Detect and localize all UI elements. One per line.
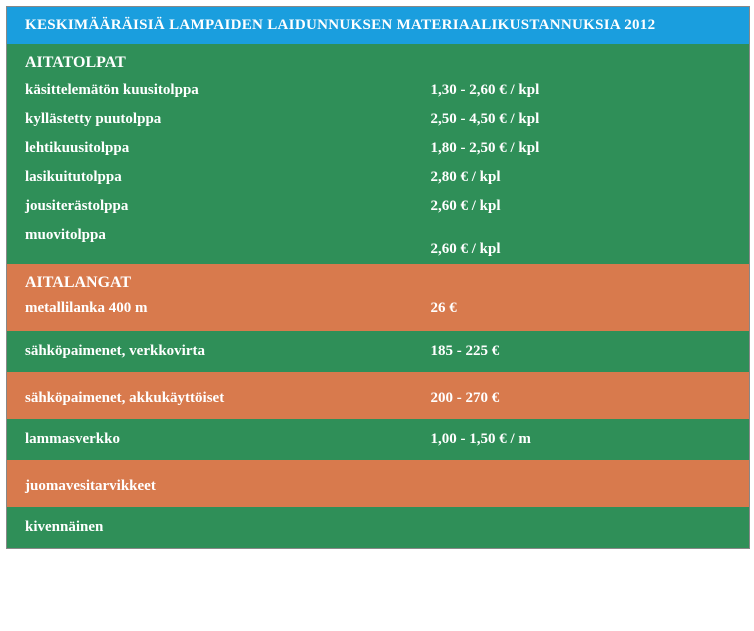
label-sahkopaimenet-akku: sähköpaimenet, akkukäyttöiset <box>7 378 423 419</box>
cost-table-container: KESKIMÄÄRÄISIÄ LAMPAIDEN LAIDUNNUKSEN MA… <box>0 0 754 555</box>
value-kivennainen <box>423 507 749 548</box>
row-kuusitolppa: käsittelemätön kuusitolppa 1,30 - 2,60 €… <box>7 76 749 105</box>
value-lammasverkko: 1,00 - 1,50 € / m <box>423 419 749 460</box>
value-kuusitolppa: 1,30 - 2,60 € / kpl <box>423 76 749 105</box>
value-sahkopaimenet-verkko: 185 - 225 € <box>423 331 749 372</box>
label-metallilanka: metallilanka 400 m <box>7 294 423 331</box>
row-kivennainen: kivennäinen <box>7 507 749 548</box>
title-row: KESKIMÄÄRÄISIÄ LAMPAIDEN LAIDUNNUKSEN MA… <box>7 7 749 44</box>
row-lasikuitu: lasikuitutolppa 2,80 € / kpl <box>7 163 749 192</box>
row-sahkopaimenet-akku: sähköpaimenet, akkukäyttöiset 200 - 270 … <box>7 378 749 419</box>
label-lehtikuusi: lehtikuusitolppa <box>7 134 423 163</box>
label-lammasverkko: lammasverkko <box>7 419 423 460</box>
label-kuusitolppa: käsittelemätön kuusitolppa <box>7 76 423 105</box>
label-puutolppa: kyllästetty puutolppa <box>7 105 423 134</box>
label-lasikuitu: lasikuitutolppa <box>7 163 423 192</box>
section-aitalangat-header: AITALANGAT <box>7 270 749 294</box>
value-muovitolppa: 2,60 € / kpl <box>423 221 749 264</box>
value-sahkopaimenet-akku: 200 - 270 € <box>423 378 749 419</box>
row-lammasverkko: lammasverkko 1,00 - 1,50 € / m <box>7 419 749 460</box>
row-metallilanka: metallilanka 400 m 26 € <box>7 294 749 331</box>
label-juomavesitarvikkeet: juomavesitarvikkeet <box>7 466 423 507</box>
section-aitalangat-label: AITALANGAT <box>7 270 423 294</box>
value-lehtikuusi: 1,80 - 2,50 € / kpl <box>423 134 749 163</box>
value-metallilanka: 26 € <box>423 294 749 331</box>
value-puutolppa: 2,50 - 4,50 € / kpl <box>423 105 749 134</box>
value-juomavesitarvikkeet <box>423 466 749 507</box>
row-jousiteras: jousiterästolppa 2,60 € / kpl <box>7 192 749 221</box>
section-aitatolpat-label: AITATOLPAT <box>7 44 423 76</box>
row-muovitolppa: muovitolppa 2,60 € / kpl <box>7 221 749 264</box>
label-sahkopaimenet-verkko: sähköpaimenet, verkkovirta <box>7 331 423 372</box>
row-sahkopaimenet-verkko: sähköpaimenet, verkkovirta 185 - 225 € <box>7 331 749 372</box>
title-text: KESKIMÄÄRÄISIÄ LAMPAIDEN LAIDUNNUKSEN MA… <box>7 7 749 44</box>
label-muovitolppa: muovitolppa <box>7 221 423 250</box>
label-kivennainen: kivennäinen <box>7 507 423 548</box>
section-aitatolpat-header: AITATOLPAT <box>7 44 749 76</box>
row-lehtikuusi: lehtikuusitolppa 1,80 - 2,50 € / kpl <box>7 134 749 163</box>
row-juomavesitarvikkeet: juomavesitarvikkeet <box>7 466 749 507</box>
label-jousiteras: jousiterästolppa <box>7 192 423 221</box>
value-lasikuitu: 2,80 € / kpl <box>423 163 749 192</box>
value-jousiteras: 2,60 € / kpl <box>423 192 749 221</box>
row-puutolppa: kyllästetty puutolppa 2,50 - 4,50 € / kp… <box>7 105 749 134</box>
cost-table: KESKIMÄÄRÄISIÄ LAMPAIDEN LAIDUNNUKSEN MA… <box>6 6 750 549</box>
